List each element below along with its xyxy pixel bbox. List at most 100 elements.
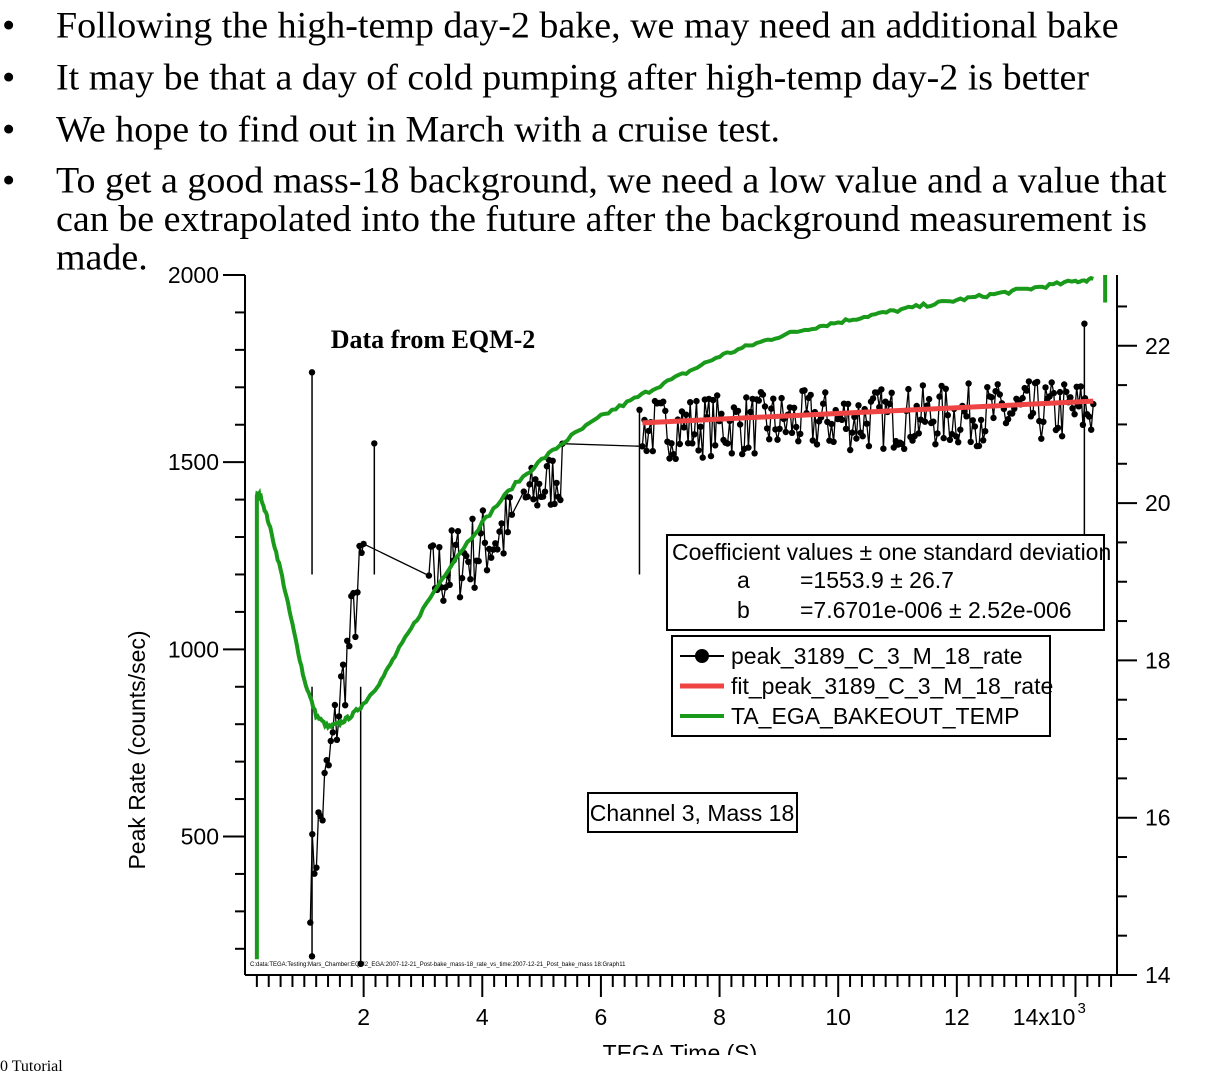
peak-point bbox=[639, 443, 646, 450]
footer-fragment: 0 Tutorial bbox=[0, 1058, 63, 1075]
peak-point bbox=[693, 397, 700, 405]
peak-point bbox=[344, 637, 351, 644]
peak-point bbox=[689, 440, 696, 447]
peak-point bbox=[1067, 394, 1074, 401]
peak-point bbox=[327, 737, 334, 745]
y-right-tick-label: 22 bbox=[1145, 333, 1171, 359]
peak-point bbox=[668, 440, 675, 447]
peak-point bbox=[1040, 418, 1047, 425]
peak-point bbox=[761, 403, 769, 410]
legend-label-fit: fit_peak_3189_C_3_M_18_rate bbox=[731, 673, 1053, 699]
peak-point bbox=[1071, 411, 1078, 418]
peak-point bbox=[645, 427, 652, 435]
peak-point bbox=[662, 407, 669, 415]
peak-point bbox=[828, 420, 835, 428]
x-tick-label: 6 bbox=[595, 1004, 608, 1030]
peak-point bbox=[496, 528, 503, 535]
peak-point bbox=[1056, 388, 1064, 396]
peak-point bbox=[888, 389, 895, 396]
peak-point bbox=[745, 444, 752, 451]
bullet-list: • Following the high-temp day-2 bake, we … bbox=[0, 6, 1226, 292]
y-left-tick-label: 500 bbox=[181, 823, 219, 849]
peak-point bbox=[1088, 426, 1095, 433]
peak-point bbox=[463, 552, 470, 560]
coefficient-header: Coefficient values ± one standard deviat… bbox=[672, 539, 1111, 565]
y-left-tick-label: 1000 bbox=[168, 636, 219, 662]
peak-point bbox=[763, 425, 771, 432]
peak-point bbox=[371, 440, 378, 447]
peak-point bbox=[955, 439, 962, 446]
bullet-item: • It may be that a day of cold pumping af… bbox=[0, 58, 1226, 98]
peak-point bbox=[475, 557, 482, 565]
fit-line bbox=[642, 398, 1094, 426]
peak-point bbox=[849, 429, 856, 436]
peak-point bbox=[830, 438, 837, 445]
peak-point bbox=[734, 407, 742, 415]
peak-point bbox=[308, 369, 316, 376]
peak-point bbox=[321, 769, 328, 777]
peak-point bbox=[553, 479, 560, 487]
peak-point bbox=[543, 463, 551, 470]
peak-point bbox=[953, 433, 960, 440]
peak-point bbox=[549, 457, 556, 464]
peak-point bbox=[1019, 394, 1026, 402]
bullet-dot: • bbox=[2, 6, 16, 47]
peak-point bbox=[782, 428, 789, 436]
peak-point bbox=[680, 424, 688, 431]
peak-point bbox=[743, 394, 750, 401]
peak-point bbox=[977, 416, 985, 424]
peak-point bbox=[807, 391, 814, 399]
peak-point bbox=[323, 757, 330, 764]
peak-point bbox=[534, 502, 541, 509]
x-tick-label: 8 bbox=[713, 1004, 726, 1030]
peak-point bbox=[795, 438, 802, 445]
peak-point bbox=[448, 527, 455, 534]
peak-point bbox=[768, 405, 775, 412]
chart-annotation-title: Data from EQM-2 bbox=[331, 325, 536, 354]
peak-point bbox=[853, 435, 860, 442]
peak-point bbox=[471, 584, 478, 591]
peak-point bbox=[331, 701, 339, 709]
peak-point bbox=[479, 507, 487, 514]
peak-point bbox=[770, 395, 777, 402]
peak-point bbox=[346, 642, 353, 650]
peak-point bbox=[980, 437, 987, 444]
peak-point bbox=[1061, 381, 1068, 388]
peak-point bbox=[712, 442, 719, 449]
peak-point bbox=[975, 442, 983, 450]
peak-point bbox=[1034, 378, 1041, 386]
peak-point bbox=[934, 430, 941, 437]
peak-point bbox=[465, 558, 472, 565]
peak-point bbox=[957, 426, 964, 433]
peak-point bbox=[932, 441, 939, 448]
peak-point bbox=[820, 400, 827, 407]
peak-point bbox=[838, 416, 846, 423]
peak-point bbox=[847, 446, 854, 454]
peak-point bbox=[724, 440, 731, 447]
peak-point bbox=[440, 597, 447, 604]
peak-point bbox=[863, 420, 870, 427]
peak-point bbox=[682, 411, 690, 418]
peak-point bbox=[649, 447, 656, 455]
peak-point bbox=[319, 817, 326, 824]
y-right-tick-label: 18 bbox=[1145, 647, 1171, 673]
peak-point bbox=[541, 488, 549, 495]
peak-point bbox=[1079, 421, 1087, 428]
y-axis-label: Peak Rate (counts/sec) bbox=[124, 630, 150, 869]
peak-point bbox=[660, 398, 667, 405]
peak-point bbox=[1023, 387, 1030, 394]
peak-point bbox=[536, 480, 543, 488]
peak-point bbox=[963, 413, 970, 420]
peak-point bbox=[557, 496, 564, 504]
peak-point bbox=[851, 413, 858, 421]
peak-point bbox=[308, 953, 316, 960]
peak-point bbox=[492, 540, 499, 547]
peak-point bbox=[1077, 383, 1085, 390]
peak-point bbox=[307, 919, 314, 926]
peak-point bbox=[335, 713, 343, 720]
peak-point bbox=[982, 428, 989, 435]
peak-point bbox=[905, 385, 912, 393]
peak-point bbox=[865, 442, 873, 450]
peak-point bbox=[504, 528, 511, 536]
